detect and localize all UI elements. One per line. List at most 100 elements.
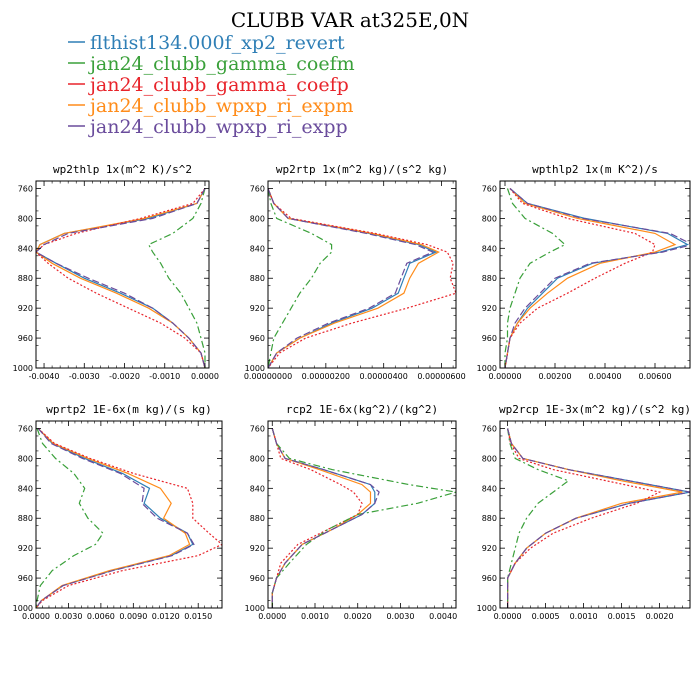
y-tick-label: 960	[18, 334, 33, 343]
x-tick-label: 0.0030	[386, 612, 414, 621]
y-tick-label: 760	[482, 184, 497, 193]
legend-entry: jan24_clubb_gamma_coefp	[88, 74, 349, 96]
x-tick-label: 0.0020	[646, 612, 674, 621]
y-tick-label: 880	[18, 514, 33, 523]
panel-title: wp2rtp 1x(m^2 kg)/(s^2 kg)	[276, 163, 448, 176]
x-tick-label: 0.0005	[532, 612, 560, 621]
plot-frame	[267, 180, 457, 369]
figure-title: CLUBB VAR at325E,0N	[231, 8, 469, 32]
plot-panel: wpthlp2 1x(m K^2)/s 760 800 840 880 920 960 100…	[477, 163, 691, 381]
y-tick-label: 760	[250, 184, 265, 193]
plot-panel: wp2rcp 1E-3x(m^2 kg)/(s^2 kg)760 800 840 88…	[477, 403, 691, 621]
y-tick-label: 840	[482, 244, 497, 253]
series-group	[36, 428, 222, 608]
series-line	[268, 188, 456, 368]
y-tick-label: 960	[250, 574, 265, 583]
y-tick-label: 920	[482, 544, 497, 553]
y-tick-label: 840	[18, 484, 33, 493]
panel-title: wp2thlp 1x(m^2 K)/s^2	[53, 163, 192, 176]
y-tick-label: 920	[482, 304, 497, 313]
x-tick-label: 0.0000	[258, 612, 286, 621]
y-tick-label: 800	[18, 214, 33, 223]
series-line	[504, 188, 690, 368]
x-tick-label: 0.0000	[494, 612, 522, 621]
x-tick-label: -0.0030	[69, 372, 100, 381]
plot-frame	[267, 420, 457, 609]
y-tick-label: 920	[250, 304, 265, 313]
plot-frame	[499, 420, 691, 609]
y-tick-label: 960	[250, 334, 265, 343]
x-tick-label: -0.0010	[149, 372, 180, 381]
x-tick-label: -0.0020	[109, 372, 140, 381]
y-tick-label: 840	[250, 244, 265, 253]
y-tick-label: 1000	[13, 604, 33, 613]
x-tick-label: 0.00200	[538, 372, 571, 381]
x-tick-label: 0.00600	[638, 372, 671, 381]
panel-title: wpthlp2 1x(m K^2)/s	[532, 163, 658, 176]
series-line	[36, 188, 206, 368]
y-tick-label: 880	[482, 274, 497, 283]
x-tick-label: 0.00000400	[360, 372, 408, 381]
y-tick-label: 960	[482, 334, 497, 343]
series-line	[36, 428, 222, 608]
y-tick-label: 800	[250, 454, 265, 463]
series-line	[268, 188, 333, 368]
series-line	[271, 428, 456, 608]
y-tick-label: 760	[18, 424, 33, 433]
x-tick-label: 0.0000	[191, 372, 219, 381]
series-line	[504, 188, 567, 368]
x-tick-label: -0.0040	[29, 372, 60, 381]
y-tick-label: 1000	[13, 364, 33, 373]
y-tick-label: 880	[482, 514, 497, 523]
plot-panel: rcp2 1E-6x(kg^2)/(kg^2) 760 800 840 880 920 96…	[245, 403, 458, 621]
x-tick-label: 0.0030	[54, 612, 82, 621]
x-tick-label: 0.0040	[429, 612, 457, 621]
series-line	[147, 188, 206, 368]
series-line	[504, 188, 656, 368]
x-tick-label: 0.0010	[301, 612, 329, 621]
y-tick-label: 800	[482, 454, 497, 463]
plot-frame	[35, 420, 223, 609]
x-tick-label: 0.00000000	[244, 372, 292, 381]
series-line	[271, 428, 363, 608]
y-tick-label: 840	[18, 244, 33, 253]
y-tick-label: 920	[18, 544, 33, 553]
y-tick-label: 1000	[245, 604, 265, 613]
y-tick-label: 880	[250, 274, 265, 283]
y-tick-label: 760	[250, 424, 265, 433]
y-tick-label: 800	[18, 454, 33, 463]
y-tick-label: 760	[482, 424, 497, 433]
y-tick-label: 960	[482, 574, 497, 583]
y-tick-label: 840	[482, 484, 497, 493]
legend: flthist134.000f_xp2_revert jan24_clubb_ga…	[68, 32, 355, 138]
y-tick-label: 880	[18, 274, 33, 283]
plot-frame	[35, 180, 210, 369]
x-tick-label: 0.00000200	[302, 372, 350, 381]
x-tick-label: 0.00000600	[417, 372, 465, 381]
x-tick-label: 0.0090	[119, 612, 147, 621]
series-group	[504, 188, 690, 368]
y-tick-label: 920	[18, 304, 33, 313]
series-line	[268, 188, 435, 368]
series-group	[268, 188, 456, 368]
x-tick-label: 0.00000	[488, 372, 521, 381]
series-group	[507, 428, 690, 608]
panels: wp2thlp 1x(m^2 K)/s^2 760 800 840 880 920 960 1…	[13, 163, 691, 621]
plot-panel: wp2rtp 1x(m^2 kg)/(s^2 kg) 760 800 840 880 92…	[244, 163, 466, 381]
x-tick-label: 0.0010	[570, 612, 598, 621]
x-tick-label: 0.0150	[184, 612, 212, 621]
series-line	[507, 428, 690, 608]
x-tick-label: 0.0020	[344, 612, 372, 621]
series-line	[271, 428, 380, 608]
plot-panel: wprtp2 1E-6x(m kg)/(s kg) 760 800 840 880 920…	[13, 403, 223, 621]
legend-entry: flthist134.000f_xp2_revert	[90, 32, 345, 54]
x-tick-label: 0.0120	[152, 612, 180, 621]
x-tick-label: 0.00400	[588, 372, 621, 381]
plot-panel: wp2thlp 1x(m^2 K)/s^2 760 800 840 880 920 960 1…	[13, 163, 219, 381]
y-tick-label: 920	[250, 544, 265, 553]
series-line	[36, 188, 206, 368]
y-tick-label: 880	[250, 514, 265, 523]
y-tick-label: 800	[482, 214, 497, 223]
